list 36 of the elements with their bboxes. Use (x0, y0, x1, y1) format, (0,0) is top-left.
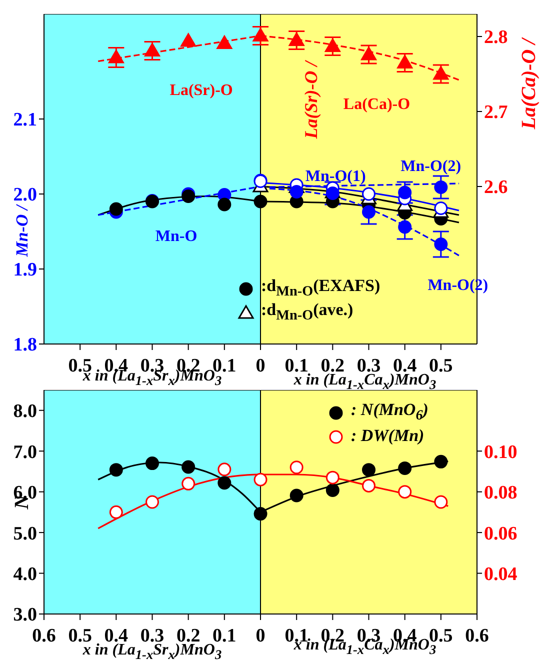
series-label: Mn-O(2) (400, 158, 462, 174)
x-tick-label: 0.6 (32, 625, 56, 646)
x-tick-label: 0.5 (429, 625, 453, 646)
y-tick-label: 1.9 (13, 260, 37, 281)
series-label: Mn-O (155, 228, 198, 245)
y2-tick-label: 0.10 (484, 442, 518, 463)
y-tick-label: 4.0 (13, 564, 37, 586)
y-tick-label: 8.0 (13, 401, 37, 422)
series-label: La(Sr)-O (170, 82, 233, 99)
y2-tick-label: 2.7 (484, 102, 508, 124)
series-label: Mn-O(1) (305, 168, 366, 185)
y-tick-label: 1.8 (13, 334, 37, 356)
y2-tick-label: 0.06 (484, 523, 518, 544)
y2-axis-title: La(Ca)-O / (518, 38, 540, 130)
y2-tick-label: 2.6 (484, 177, 508, 198)
legend-label: :d$_{Mn-O}$(EXAFS) (261, 276, 380, 300)
y2-tick-label: 0.04 (484, 564, 518, 586)
x-tick-label: 0.5 (429, 355, 453, 376)
x-tick-label: 0.5 (68, 625, 92, 646)
x-tick-label: 0.1 (284, 355, 308, 376)
legend-label: : DW(Mn) (351, 426, 424, 446)
y-tick-label: 7.0 (13, 442, 37, 463)
x-tick-label: 0 (256, 625, 266, 646)
y-axis-title: Mn-O / (12, 205, 32, 257)
y-tick-label: 2.1 (13, 110, 37, 131)
y2-tick-label: 2.8 (484, 27, 508, 48)
annotation: La(Sr)-O / (301, 61, 321, 139)
legend-label: : N(MnO$_{6}$) (351, 400, 428, 424)
y-tick-label: 5.0 (13, 523, 37, 544)
legend-label: :d$_{Mn-O}$(ave.) (261, 300, 354, 324)
series-label: La(Ca)-O (343, 96, 410, 112)
y-tick-label: 3.0 (13, 604, 37, 626)
x-tick-label: 0 (256, 355, 266, 376)
y2-tick-label: 0.08 (484, 482, 518, 504)
x-tick-label: 0.1 (212, 625, 236, 646)
x-tick-label: 0.6 (465, 625, 489, 646)
